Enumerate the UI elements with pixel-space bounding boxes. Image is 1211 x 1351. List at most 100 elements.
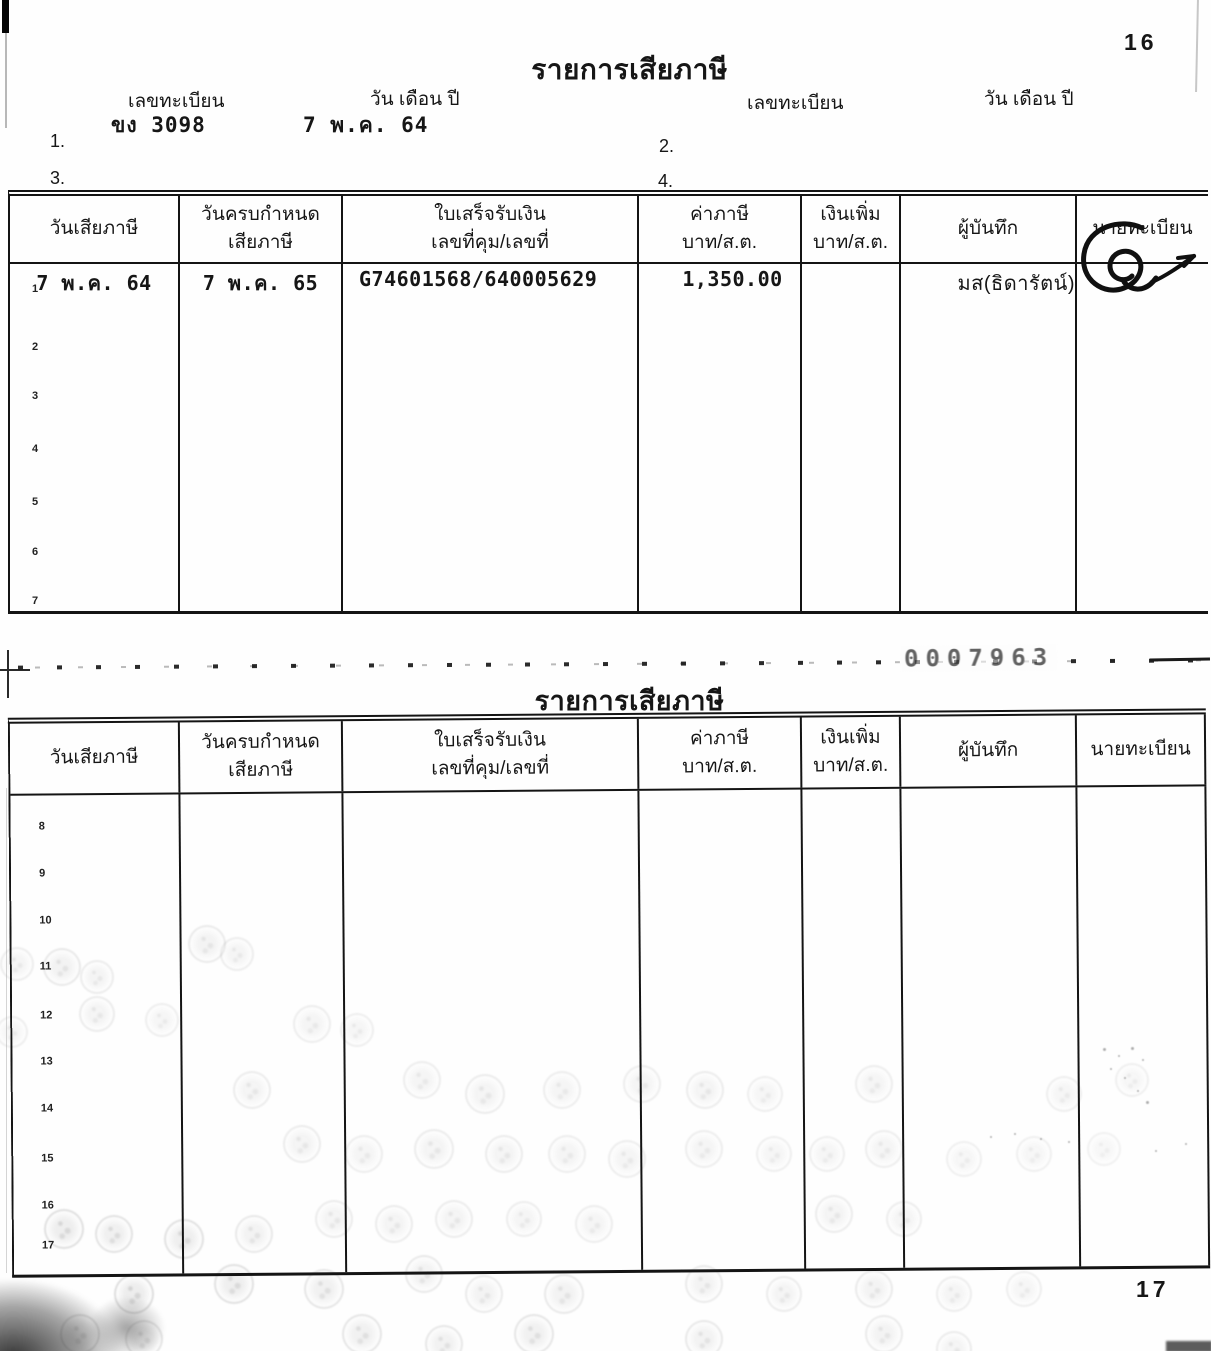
watermark-stamp xyxy=(514,1314,554,1351)
row-number: 17 xyxy=(41,1239,55,1252)
watermark-stamp xyxy=(1087,1132,1121,1166)
ink-smudge xyxy=(88,1296,166,1351)
watermark-stamp xyxy=(747,1076,783,1112)
watermark-stamp xyxy=(283,1125,321,1163)
cell-surcharge xyxy=(802,264,901,611)
row-number: 16 xyxy=(41,1199,54,1212)
watermark-stamp xyxy=(188,925,226,963)
row-number: 10 xyxy=(39,914,52,927)
watermark-stamp xyxy=(686,1071,724,1109)
watermark-stamp xyxy=(405,1255,443,1293)
table-header-row: วันเสียภาษี วันครบกำหนด เสียภาษี ใบเสร็จร… xyxy=(9,714,1207,796)
watermark-stamp xyxy=(235,1215,273,1253)
scan-speck xyxy=(1040,1138,1042,1140)
page-number-top: 16 xyxy=(1124,29,1158,55)
cell-recorder: มส(ธิดารัตน์) xyxy=(901,264,1077,611)
watermark-stamp xyxy=(548,1135,586,1173)
scan-speck xyxy=(1155,1150,1157,1152)
watermark-stamp xyxy=(485,1135,523,1173)
watermark-stamp xyxy=(1016,1136,1052,1172)
watermark-stamp xyxy=(425,1325,463,1351)
watermark-stamp xyxy=(233,1071,271,1109)
row-number: 13 xyxy=(40,1055,53,1068)
col-header-tax-amount: ค่าภาษี บาท/ส.ต. xyxy=(639,196,802,262)
cell-receipt-no xyxy=(343,790,644,1273)
scan-edge-line xyxy=(5,33,7,128)
scan-speck xyxy=(1068,1141,1070,1143)
page-number-bottom: 17 xyxy=(1136,1276,1170,1302)
watermark-stamp xyxy=(342,1314,382,1351)
watermark-stamp xyxy=(95,1215,133,1253)
numbered-line-2: 2. xyxy=(659,136,675,156)
table-header-row: วันเสียภาษี วันครบกำหนด เสียภาษี ใบเสร็จร… xyxy=(10,196,1208,264)
row-number: 6 xyxy=(32,546,39,558)
watermark-stamp xyxy=(886,1201,922,1237)
watermark-stamp xyxy=(544,1274,584,1314)
watermark-stamp xyxy=(465,1275,503,1313)
cell-registrar xyxy=(1077,264,1208,611)
cell-recorder xyxy=(901,787,1082,1268)
date-label: วัน เดือน ปี xyxy=(370,89,460,110)
watermark-stamp xyxy=(164,1219,204,1259)
scan-speck xyxy=(1137,1090,1139,1092)
date-label: วัน เดือน ปี xyxy=(984,89,1074,110)
col-header-receipt-no: ใบเสร็จรับเงิน เลขที่คุม/เลขที่ xyxy=(342,718,640,792)
col-header-due-date: วันครบกำหนด เสียภาษี xyxy=(180,196,343,262)
table-body: 7 พ.ค. 64 7 พ.ค. 65 G74601568/640005629 … xyxy=(10,264,1208,611)
row-number: 11 xyxy=(39,960,52,973)
watermark-stamp xyxy=(936,1331,972,1351)
scan-speck xyxy=(1103,1048,1106,1051)
watermark-stamp xyxy=(375,1205,413,1243)
registration-date-value: 7 พ.ค. 64 xyxy=(303,113,429,137)
watermark-stamp xyxy=(145,1003,179,1037)
document-title-second: รายการเสียภาษี xyxy=(534,686,725,716)
perforation-cross-mark xyxy=(7,650,9,698)
watermark-stamp xyxy=(1115,1063,1149,1097)
watermark-stamp xyxy=(220,937,254,971)
cell-tax-amount xyxy=(639,789,807,1270)
row-number: 14 xyxy=(40,1102,54,1115)
cell-registrar xyxy=(1077,786,1211,1267)
watermark-stamp xyxy=(345,1135,383,1173)
scan-speck xyxy=(1124,1077,1126,1079)
numbered-line-3: 3. xyxy=(50,168,66,188)
watermark-stamp xyxy=(865,1315,903,1351)
watermark-stamp xyxy=(936,1276,972,1312)
scan-edge-line xyxy=(6,788,7,1273)
scan-speck xyxy=(1185,1143,1187,1145)
watermark-stamp xyxy=(44,1209,84,1249)
watermark-stamp xyxy=(543,1071,581,1109)
cell-tax-date: 7 พ.ค. 64 xyxy=(10,264,180,611)
col-header-due-date: วันครบกำหนด เสียภาษี xyxy=(179,721,344,793)
row-number: 3 xyxy=(32,390,39,402)
watermark-stamp xyxy=(855,1065,893,1103)
col-header-registrar: นายทะเบียน xyxy=(1076,714,1207,786)
scan-speck xyxy=(1118,1055,1120,1057)
scan-edge-bar xyxy=(2,0,9,33)
col-header-tax-date: วันเสียภาษี xyxy=(9,722,181,794)
watermark-stamp xyxy=(685,1130,723,1168)
scan-speck xyxy=(1131,1047,1134,1050)
form-serial-number: 0007963 xyxy=(899,643,1059,673)
tax-payment-table-1: วันเสียภาษี วันครบกำหนด เสียภาษี ใบเสร็จร… xyxy=(8,190,1208,614)
watermark-stamp xyxy=(80,960,114,994)
row-number: 1 xyxy=(32,283,39,295)
watermark-stamp xyxy=(0,1016,28,1048)
scan-speck xyxy=(1110,1068,1112,1070)
cell-receipt-no: G74601568/640005629 xyxy=(343,264,639,611)
perforation-cross-mark xyxy=(0,669,30,671)
row-number: 12 xyxy=(40,1009,53,1022)
watermark-stamp xyxy=(43,948,81,986)
watermark-stamp xyxy=(0,947,34,981)
col-header-surcharge: เงินเพิ่ม บาท/ส.ต. xyxy=(801,716,902,788)
watermark-stamp xyxy=(506,1201,542,1237)
registration-number-label: เลขทะเบียน xyxy=(747,93,844,114)
cell-surcharge xyxy=(802,788,906,1269)
row-number: 15 xyxy=(41,1152,54,1165)
watermark-stamp xyxy=(304,1269,344,1309)
registration-number-label: เลขทะเบียน xyxy=(128,91,225,112)
watermark-stamp xyxy=(865,1130,903,1168)
watermark-stamp xyxy=(766,1276,802,1312)
watermark-stamp xyxy=(435,1200,473,1238)
